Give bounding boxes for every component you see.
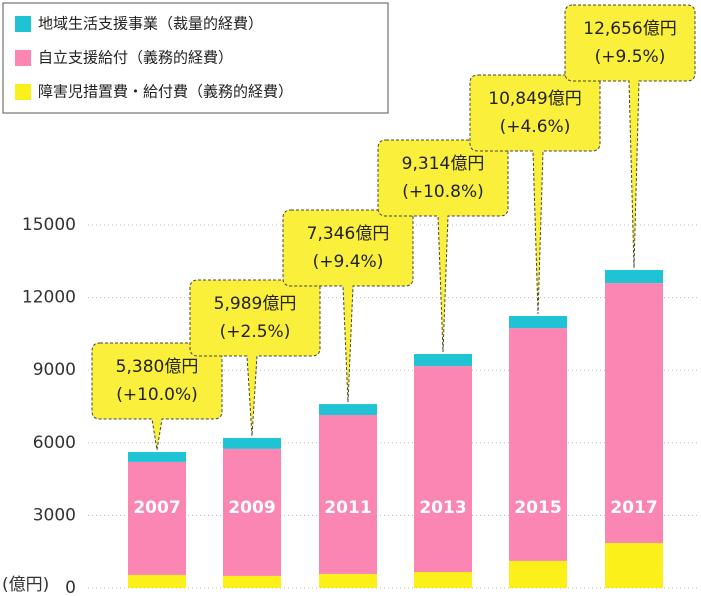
bar-segment: [223, 448, 281, 576]
legend-swatch: [15, 50, 31, 66]
annotation-text: (+2.5%): [220, 322, 291, 342]
y-tick-label: 15000: [22, 215, 76, 235]
legend-box: [2, 2, 389, 114]
bar-segment: [414, 366, 472, 573]
annotation-text: (+10.8%): [402, 182, 484, 202]
annotation-text: 9,314億円: [402, 154, 485, 174]
bar-segment: [414, 353, 472, 367]
category-label: 2013: [419, 498, 466, 518]
bar-segment: [509, 560, 567, 588]
bar-segment: [414, 572, 472, 588]
bar-segment: [223, 575, 281, 588]
legend-label: 地域生活支援事業（裁量的経費）: [38, 15, 263, 33]
callout: [377, 139, 509, 353]
grid: 0 3000 6000 9000 12000 15000: [22, 215, 700, 596]
y-tick-label: 6000: [33, 433, 76, 453]
annotation-text: 10,849億円: [488, 89, 581, 109]
legend-swatch: [15, 16, 31, 32]
annotation-text: 12,656億円: [583, 19, 676, 39]
y-tick-label: 12000: [22, 288, 76, 308]
category-label: 2009: [228, 498, 275, 518]
bar-segment: [605, 283, 663, 543]
bar-segment: [128, 451, 186, 462]
category-label: 2015: [514, 498, 561, 518]
bar-segment: [509, 328, 567, 561]
category-label: 2007: [133, 498, 180, 518]
annotations: 5,380億円 (+10.0%) 5,989億円 (+2.5%) 7,346億円 (+9.…: [91, 4, 696, 451]
bar-segment: [128, 461, 186, 575]
legend-swatch: [15, 84, 31, 100]
bars: 2007 2009 2011 2013 2015 2017: [128, 270, 663, 588]
bar-segment: [128, 574, 186, 588]
y-tick-label: 9000: [33, 360, 76, 380]
callout: [91, 342, 223, 451]
annotation-text: (+9.4%): [313, 252, 384, 272]
bar-segment: [319, 573, 377, 588]
category-label: 2011: [324, 498, 371, 518]
y-axis-label: (億円): [2, 575, 49, 595]
annotation-text: 5,380億円: [116, 357, 199, 377]
callout: [282, 209, 414, 403]
legend-label: 障害児措置費・給付費（義務的経費）: [38, 83, 293, 101]
callout: [189, 279, 321, 436]
callout: [469, 74, 601, 315]
annotation-text: 5,989億円: [214, 294, 297, 314]
bar-segment: [223, 437, 281, 449]
annotation-text: (+4.6%): [500, 117, 571, 137]
category-label: 2017: [610, 498, 657, 518]
legend: 地域生活支援事業（裁量的経費） 自立支援給付（義務的経費） 障害児措置費・給付費（義…: [15, 15, 293, 101]
y-tick-label: 0: [65, 578, 76, 596]
callout: [564, 4, 696, 269]
bar-segment: [319, 404, 377, 415]
annotation-text: 7,346億円: [307, 224, 390, 244]
legend-label: 自立支援給付（義務的経費）: [38, 49, 233, 67]
y-tick-label: 3000: [33, 505, 76, 525]
bar-segment: [509, 315, 567, 329]
bar-segment: [605, 542, 663, 588]
annotation-text: (+10.0%): [116, 385, 198, 405]
bar-segment: [605, 270, 663, 284]
bar-segment: [319, 414, 377, 574]
annotation-text: (+9.5%): [595, 47, 666, 67]
